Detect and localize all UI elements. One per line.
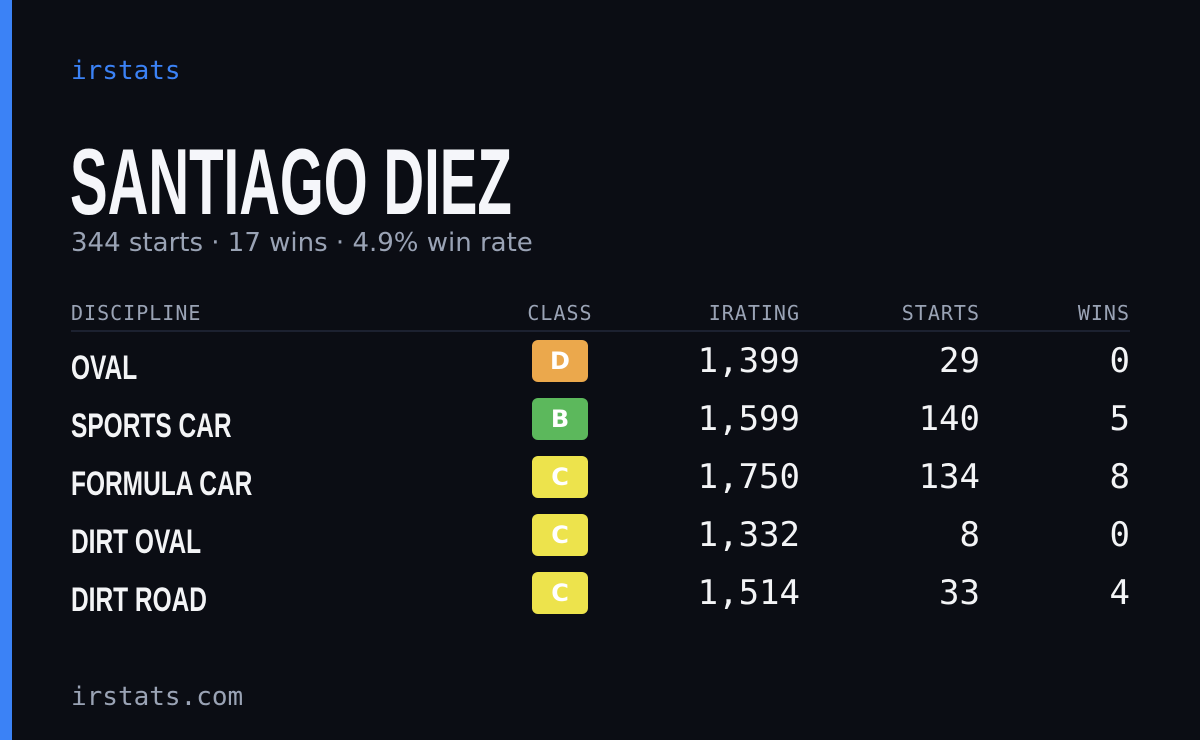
- irating: 1,750: [697, 457, 800, 497]
- class-badge: B: [532, 398, 588, 440]
- driver-name: SANTIAGO DIEZ: [70, 129, 512, 234]
- discipline: FORMULA CAR: [71, 464, 253, 503]
- class-badge: D: [532, 340, 588, 382]
- irating: 1,332: [697, 515, 800, 555]
- irating: 1,399: [697, 341, 800, 381]
- footer-url: irstats.com: [71, 682, 244, 712]
- discipline: DIRT OVAL: [71, 522, 202, 561]
- irating: 1,599: [697, 399, 800, 439]
- table-row: SPORTS CAR B 1,599 140 5: [71, 390, 1130, 448]
- class-badge: C: [532, 514, 588, 556]
- starts: 134: [918, 457, 980, 497]
- discipline: DIRT ROAD: [71, 580, 208, 619]
- column-header: CLASS: [527, 301, 593, 325]
- wins: 0: [1109, 341, 1130, 381]
- column-header: IRATING: [708, 301, 800, 325]
- class-cell: C: [501, 514, 619, 556]
- starts: 140: [918, 399, 980, 439]
- class-cell: B: [501, 398, 619, 440]
- wins: 0: [1109, 515, 1130, 555]
- column-header: WINS: [1077, 301, 1130, 325]
- wins: 8: [1109, 457, 1130, 497]
- column-header: STARTS: [901, 301, 980, 325]
- class-badge: C: [532, 572, 588, 614]
- stats-table: DISCIPLINE CLASS IRATING STARTS WINS OVAL D 1,3…: [71, 296, 1130, 622]
- class-cell: C: [501, 456, 619, 498]
- starts: 33: [939, 573, 980, 613]
- class-cell: C: [501, 572, 619, 614]
- wins: 4: [1109, 573, 1130, 613]
- table-row: OVAL D 1,399 29 0: [71, 332, 1130, 390]
- class-cell: D: [501, 340, 619, 382]
- summary: 344 starts · 17 wins · 4.9% win rate: [71, 228, 533, 258]
- discipline: OVAL: [71, 348, 138, 387]
- column-header: DISCIPLINE: [71, 301, 202, 325]
- table-row: DIRT ROAD C 1,514 33 4: [71, 564, 1130, 622]
- wins: 5: [1109, 399, 1130, 439]
- class-badge: C: [532, 456, 588, 498]
- irating: 1,514: [697, 573, 800, 613]
- table-row: DIRT OVAL C 1,332 8 0: [71, 506, 1130, 564]
- table-header: DISCIPLINE CLASS IRATING STARTS WINS: [71, 296, 1130, 332]
- brand: irstats: [71, 56, 181, 86]
- table-row: FORMULA CAR C 1,750 134 8: [71, 448, 1130, 506]
- accent-bar: [0, 0, 12, 740]
- discipline: SPORTS CAR: [71, 406, 232, 445]
- starts: 29: [939, 341, 980, 381]
- starts: 8: [959, 515, 980, 555]
